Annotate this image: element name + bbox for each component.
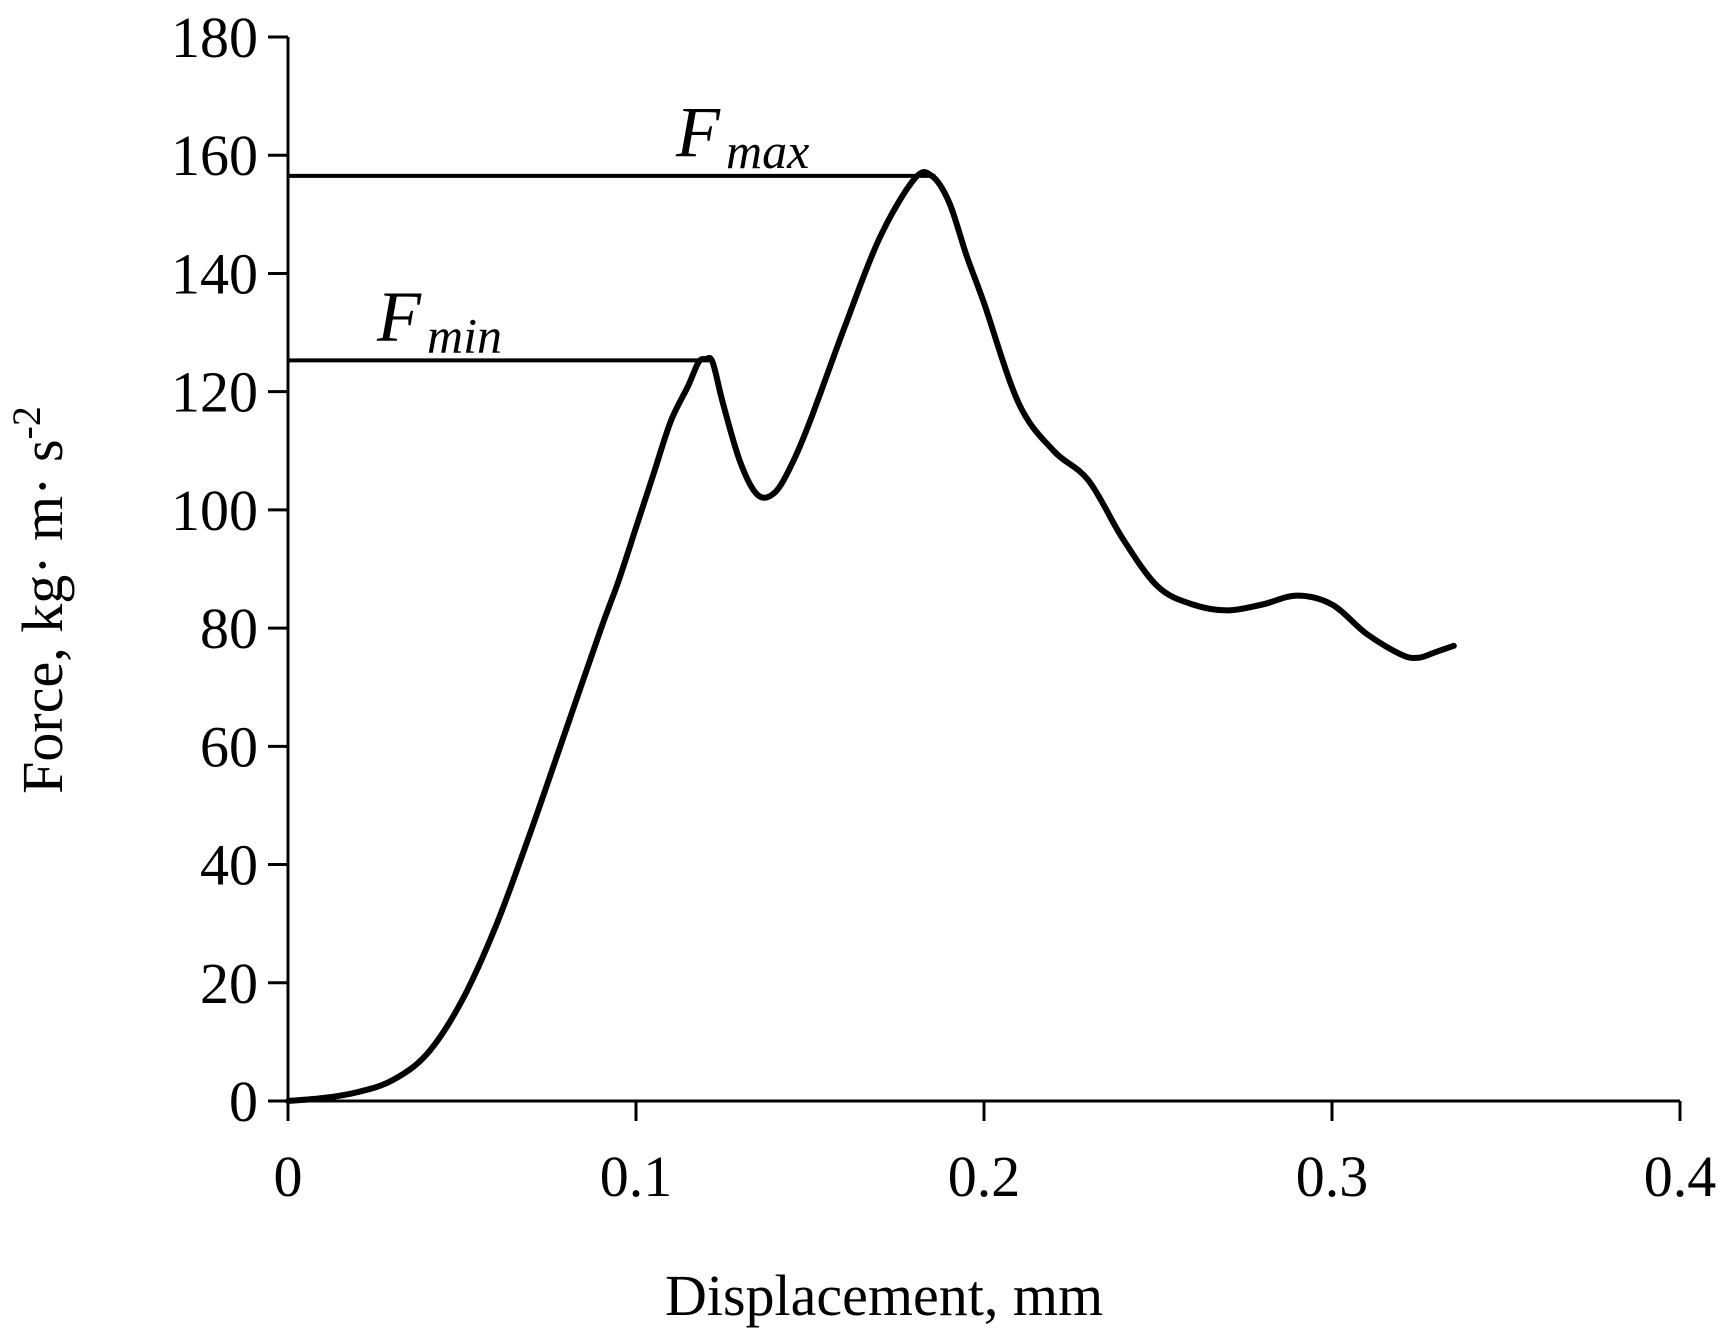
series-line-force bbox=[285, 169, 1457, 1104]
y-tick-label: 120 bbox=[171, 360, 258, 425]
y-ticks: 0 20 40 60 80 100 120 140 160 180 bbox=[171, 5, 288, 1134]
x-axis-title: Displacement, mm bbox=[665, 1263, 1103, 1328]
y-tick-label: 40 bbox=[200, 833, 258, 898]
y-tick-label: 20 bbox=[200, 951, 258, 1016]
y-tick-label: 140 bbox=[171, 241, 258, 306]
y-tick-label: 80 bbox=[200, 596, 258, 661]
y-axis-title-superscript: -2 bbox=[4, 406, 49, 439]
axes bbox=[286, 37, 1680, 1103]
y-axis-title-main: Force, kg· m· s bbox=[10, 439, 75, 793]
x-tick-label: 0.2 bbox=[948, 1144, 1021, 1209]
y-tick-label: 0 bbox=[229, 1069, 258, 1134]
y-tick-label: 180 bbox=[171, 5, 258, 70]
annotation-base: F bbox=[376, 276, 422, 356]
y-tick-label: 100 bbox=[171, 478, 258, 543]
annotation-base: F bbox=[675, 92, 721, 172]
x-tick-label: 0.4 bbox=[1644, 1144, 1717, 1209]
y-axis-title: Force, kg· m· s-2 bbox=[4, 406, 75, 794]
annotation-subscript: max bbox=[726, 123, 809, 179]
y-tick-label: 60 bbox=[200, 714, 258, 779]
x-ticks: 0 0.1 0.2 0.3 0.4 bbox=[274, 1101, 1717, 1209]
x-tick-label: 0.1 bbox=[600, 1144, 673, 1209]
x-tick-label: 0.3 bbox=[1296, 1144, 1369, 1209]
annotation-subscript: min bbox=[427, 307, 502, 363]
y-tick-label: 160 bbox=[171, 123, 258, 188]
x-tick-label: 0 bbox=[274, 1144, 303, 1209]
